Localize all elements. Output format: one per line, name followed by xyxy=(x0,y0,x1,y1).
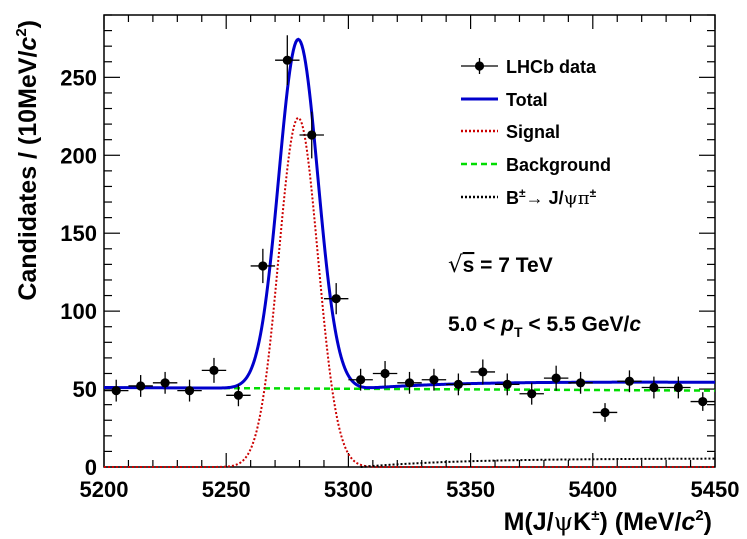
x-tick-label: 5300 xyxy=(324,477,373,502)
axis-ticks xyxy=(103,14,716,468)
data-point xyxy=(226,384,251,407)
legend-label: Signal xyxy=(506,122,560,142)
data-marker xyxy=(502,379,512,389)
y-tick-label: 50 xyxy=(73,377,97,402)
data-marker xyxy=(698,396,708,407)
data-marker xyxy=(575,378,586,388)
x-axis-title: M(J/ψK±) (MeV/c2) xyxy=(504,507,712,536)
legend-entry: B±→ J/ψπ± xyxy=(461,186,597,209)
legend-entry: LHCb data xyxy=(461,57,597,77)
data-marker xyxy=(160,378,170,388)
misid-curve xyxy=(360,457,715,468)
pt-range-annotation: 5.0 < pT < 5.5 GeV/c xyxy=(448,313,641,340)
data-point xyxy=(543,365,569,391)
data-marker xyxy=(356,375,366,385)
data-point xyxy=(470,359,496,385)
data-point xyxy=(397,371,422,394)
data-point xyxy=(372,361,398,386)
data-marker xyxy=(478,367,488,377)
data-marker xyxy=(624,376,635,386)
data-point xyxy=(201,357,227,383)
signal-curve xyxy=(104,116,715,468)
data-point xyxy=(592,403,618,422)
x-tick-label: 5200 xyxy=(80,477,129,502)
data-point xyxy=(177,379,202,402)
data-marker xyxy=(258,261,268,271)
y-tick-label: 250 xyxy=(60,65,97,90)
tick-labels: 5200 5250 5300 5350 5400 5450 0 50 100 150 200 250 xyxy=(60,65,739,502)
y-tick-label: 200 xyxy=(60,143,97,168)
legend-entry: Total xyxy=(461,90,548,110)
data-point xyxy=(666,376,691,399)
x-tick-label: 5450 xyxy=(691,477,740,502)
data-point xyxy=(323,283,349,315)
data-marker xyxy=(527,389,537,399)
energy-annotation: √s = 7 TeV xyxy=(448,252,553,278)
y-axis-title: Candidates / (10MeV/c2) xyxy=(13,20,42,301)
data-marker xyxy=(600,407,610,418)
plot-frame xyxy=(103,14,716,468)
data-point xyxy=(641,376,667,399)
data-point xyxy=(446,373,471,396)
legend: LHCb data Total Signal Background B±→ J/ψπ± xyxy=(461,57,611,209)
legend-swatch-marker xyxy=(474,61,485,71)
data-point xyxy=(690,392,715,411)
data-point xyxy=(495,373,520,396)
data-marker xyxy=(233,390,244,400)
legend-label: Background xyxy=(506,155,611,175)
data-marker xyxy=(429,375,439,385)
data-point xyxy=(617,370,642,393)
data-marker xyxy=(136,381,146,391)
legend-entry: Signal xyxy=(461,122,560,142)
data-point xyxy=(128,375,153,397)
y-tick-label: 100 xyxy=(60,299,97,324)
x-tick-label: 5350 xyxy=(446,477,495,502)
data-point xyxy=(568,371,593,394)
y-tick-label: 0 xyxy=(85,455,97,480)
data-point xyxy=(275,35,300,86)
data-marker xyxy=(282,55,292,65)
data-point xyxy=(348,368,373,391)
data-marker xyxy=(209,365,219,375)
data-point xyxy=(299,111,324,159)
data-point xyxy=(104,379,129,402)
legend-label: Total xyxy=(506,90,548,110)
data-marker xyxy=(404,378,415,388)
y-tick-label: 150 xyxy=(60,221,97,246)
data-points xyxy=(104,35,715,422)
legend-label: LHCb data xyxy=(506,57,597,77)
data-marker xyxy=(111,386,121,396)
data-point xyxy=(519,382,544,405)
data-marker xyxy=(331,294,341,304)
data-marker xyxy=(673,382,683,393)
legend-label: B±→ J/ψπ± xyxy=(506,186,597,209)
x-tick-label: 5400 xyxy=(568,477,617,502)
legend-entry: Background xyxy=(461,155,611,175)
data-marker xyxy=(307,130,317,140)
data-marker xyxy=(649,382,659,393)
data-marker xyxy=(380,368,390,379)
data-point xyxy=(421,368,447,391)
data-marker xyxy=(551,373,561,383)
data-marker xyxy=(453,379,463,389)
x-tick-label: 5250 xyxy=(202,477,251,502)
fit-curves xyxy=(103,37,716,468)
data-point xyxy=(250,248,276,284)
data-point xyxy=(152,371,178,394)
data-marker xyxy=(184,386,195,396)
